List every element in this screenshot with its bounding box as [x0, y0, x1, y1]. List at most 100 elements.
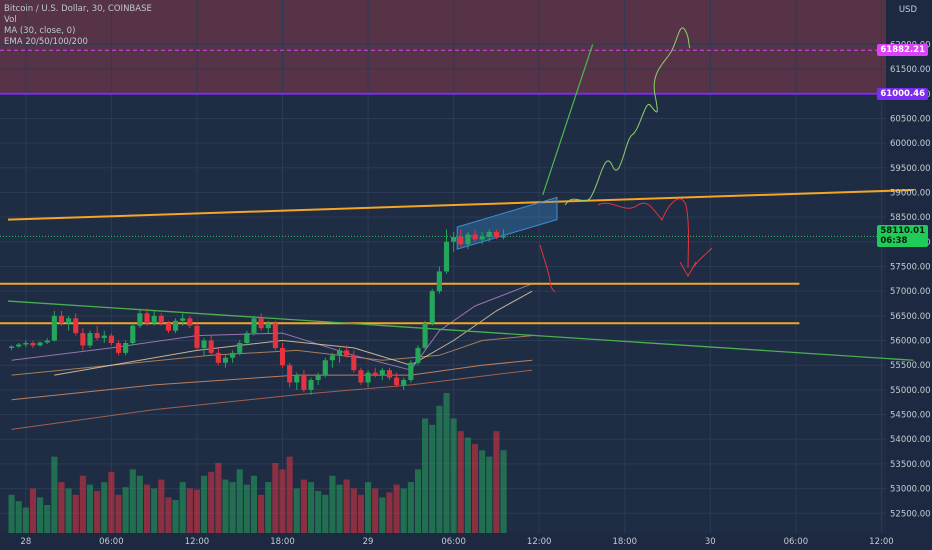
volume-bar [108, 471, 115, 533]
time-axis-background [0, 533, 886, 550]
time-tick-label: 18:00 [270, 537, 295, 547]
candle-body [500, 236, 507, 238]
bullish-projection-sketch [564, 27, 691, 206]
chart-legend: Bitcoin / U.S. Dollar, 30, COINBASE Vol … [4, 4, 152, 48]
candle-body [351, 355, 357, 371]
volume-bar [79, 475, 86, 533]
candle-body [123, 342, 129, 353]
volume-bar [51, 456, 58, 533]
volume-bar [350, 488, 357, 533]
volume-bar [15, 501, 22, 533]
candle-body [172, 320, 179, 331]
time-axis[interactable]: 28 06:00 12:00 18:00 29 06:00 12:00 18:00 30 06:0… [20, 537, 893, 547]
candle-body [44, 340, 50, 343]
ma-indicator-label[interactable]: MA (30, close, 0) [4, 26, 76, 36]
resistance-high-price-label: 61882.21 [877, 44, 928, 57]
volume-bar [136, 475, 143, 533]
candle-body [265, 323, 271, 329]
ma30-line [54, 290, 533, 376]
volume-bar [236, 469, 243, 533]
bearish-drop-sketch [539, 244, 556, 293]
time-tick-label: 06:00 [441, 537, 466, 547]
time-tick-label: 12:00 [185, 537, 210, 547]
price-tick-label: 58500.00 [890, 213, 931, 223]
volume-bar [414, 469, 422, 533]
price-tick-label: 56000.00 [890, 337, 931, 347]
price-tick-label: 54000.00 [890, 435, 931, 445]
volume-bar [229, 482, 236, 533]
candle-body [472, 234, 478, 240]
candle-body [58, 315, 65, 324]
volume-bar [65, 488, 72, 533]
candle-body [158, 315, 164, 324]
volume-bar [44, 505, 51, 533]
volume-bar [122, 487, 129, 533]
volume-indicator-label[interactable]: Vol [4, 15, 17, 25]
candle-body [222, 357, 229, 363]
time-tick-label: 06:00 [99, 537, 124, 547]
volume-bar [193, 489, 201, 533]
candle-body [23, 342, 29, 345]
volume-bar [101, 482, 108, 533]
volume-bar [29, 488, 37, 533]
bar-countdown: 06:38 [880, 236, 908, 247]
ema-indicator-label[interactable]: EMA 20/50/100/200 [4, 37, 88, 47]
volume-bar [450, 418, 457, 533]
volume-bar [329, 475, 336, 533]
candle-body [30, 342, 36, 346]
volume-bar [286, 456, 293, 533]
volume-bar [208, 471, 215, 533]
candle-body [16, 344, 22, 347]
candle-body [80, 333, 86, 346]
volume-bar [464, 437, 471, 533]
current-price-value: 58110.01 [880, 226, 925, 237]
resistance-low-price-label: 61000.46 [877, 87, 928, 100]
candle-body [73, 318, 79, 334]
volume-bar [94, 491, 101, 533]
price-tick-label: 59500.00 [890, 164, 931, 174]
volume-bar [443, 393, 450, 533]
ema-line-ema200 [11, 369, 533, 430]
symbol-title[interactable]: Bitcoin / U.S. Dollar, 30, COINBASE [4, 4, 152, 14]
candle-body [379, 370, 385, 376]
price-tick-label: 55500.00 [890, 361, 931, 371]
candle-body [344, 350, 350, 356]
volume-bar [222, 479, 229, 533]
candle-body [94, 333, 100, 339]
candle-layer [9, 229, 507, 395]
volume-bar [300, 479, 307, 533]
volume-bar [58, 482, 65, 533]
candle-body [401, 380, 407, 385]
volume-bar [8, 494, 15, 533]
candle-body [230, 352, 236, 358]
candle-body [308, 380, 314, 390]
candle-body [479, 236, 485, 240]
volume-bar [315, 491, 322, 533]
volume-bar [429, 424, 436, 533]
price-tick-label: 56500.00 [890, 312, 931, 322]
candle-body [386, 370, 393, 378]
candle-body [394, 377, 400, 385]
projection-sketch-layer [539, 27, 713, 293]
price-tick-label: 53000.00 [890, 485, 931, 495]
volume-bar [265, 482, 272, 533]
price-tick-label: 54500.00 [890, 411, 931, 421]
current-price-label: 58110.01 06:38 [877, 225, 928, 248]
resistance-zone [0, 0, 886, 94]
volume-bar [336, 484, 343, 533]
candle-body [208, 340, 214, 353]
volume-bar [151, 488, 158, 533]
candle-body [436, 271, 442, 292]
volume-bar [307, 482, 315, 533]
candle-body [443, 241, 450, 272]
volume-layer [8, 393, 507, 533]
candle-body [365, 372, 371, 383]
candle-body [451, 236, 457, 242]
volume-bar [479, 450, 486, 533]
candle-body [287, 365, 293, 383]
candle-body [87, 333, 93, 346]
volume-bar [365, 482, 372, 533]
candle-body [422, 323, 428, 348]
candle-body [101, 335, 107, 339]
